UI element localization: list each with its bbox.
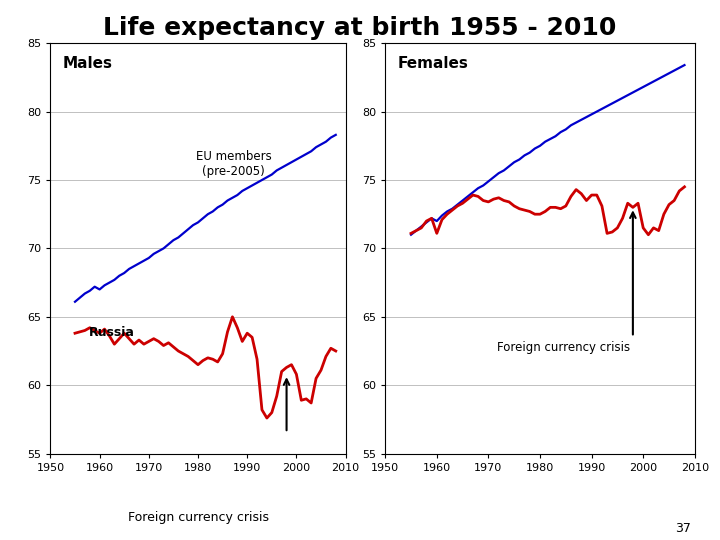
Text: Foreign currency crisis: Foreign currency crisis [127, 511, 269, 524]
Text: Russia: Russia [89, 326, 135, 339]
Text: Foreign currency crisis: Foreign currency crisis [498, 341, 630, 354]
Text: 37: 37 [675, 522, 691, 535]
Text: Males: Males [62, 56, 112, 71]
Text: Life expectancy at birth 1955 - 2010: Life expectancy at birth 1955 - 2010 [103, 16, 617, 40]
Text: Females: Females [397, 56, 469, 71]
Text: EU members
(pre-2005): EU members (pre-2005) [196, 150, 271, 178]
